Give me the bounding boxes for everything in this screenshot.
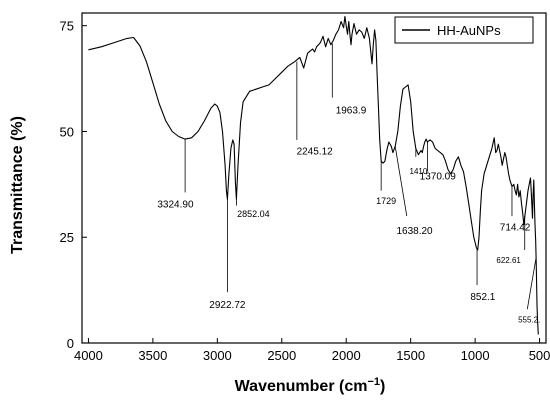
peak-marker-line: [526, 258, 537, 310]
peak-marker-line: [394, 146, 408, 217]
peak-label: 1963.9: [336, 105, 367, 116]
y-tick-label: 50: [60, 124, 74, 139]
y-axis-title: Transmittance (%): [9, 116, 26, 254]
peak-label: 555.2.: [518, 316, 540, 325]
peak-label: 2852.04: [237, 209, 270, 219]
x-tick-label: 2500: [267, 348, 296, 363]
y-tick-label: 25: [60, 230, 74, 245]
x-tick-label: 1000: [461, 348, 490, 363]
legend: HH-AuNPs: [394, 16, 534, 44]
x-tick-label: 3000: [203, 348, 232, 363]
peak-label: 852.1: [470, 292, 495, 303]
x-axis-title-close: ): [380, 378, 385, 395]
peak-label: 622.61: [496, 256, 521, 265]
y-tick-label: 75: [60, 19, 74, 34]
peak-label: 3324.90: [157, 200, 194, 211]
plot-frame: [81, 12, 547, 344]
peak-label: 714.42: [500, 222, 531, 233]
peak-label: 2922.72: [209, 300, 246, 311]
legend-label: HH-AuNPs: [437, 23, 501, 38]
x-axis-title: Wavenumber (cm−1): [235, 376, 386, 395]
x-tick-label: 4000: [74, 348, 103, 363]
x-tick-label: 3500: [138, 348, 167, 363]
peak-annotations: 3324.90 2922.72 2852.04 2245.12 1963.9 1729 16…: [157, 43, 540, 325]
spectrum-series: [88, 15, 539, 335]
plot-border: [81, 12, 547, 344]
spectrum-line: [88, 15, 539, 335]
x-tick-label: 500: [529, 348, 550, 363]
y-axis-ticks: 0 25 50 75: [60, 19, 87, 351]
peak-label: 1638.20: [396, 226, 433, 237]
peak-label: 1370.09: [420, 172, 457, 183]
x-tick-label: 2000: [332, 348, 361, 363]
y-tick-label: 0: [67, 336, 74, 351]
peak-label: 1410: [410, 167, 428, 176]
x-axis-title-superscript: −1: [367, 376, 380, 388]
x-axis-title-main: Wavenumber (cm: [235, 378, 368, 395]
x-axis-ticks: 4000 3500 3000 2500 2000 1500 1000 500: [74, 338, 550, 363]
x-tick-label: 1500: [396, 348, 425, 363]
peak-label: 1729: [376, 196, 396, 206]
peak-label: 2245.12: [297, 147, 334, 158]
